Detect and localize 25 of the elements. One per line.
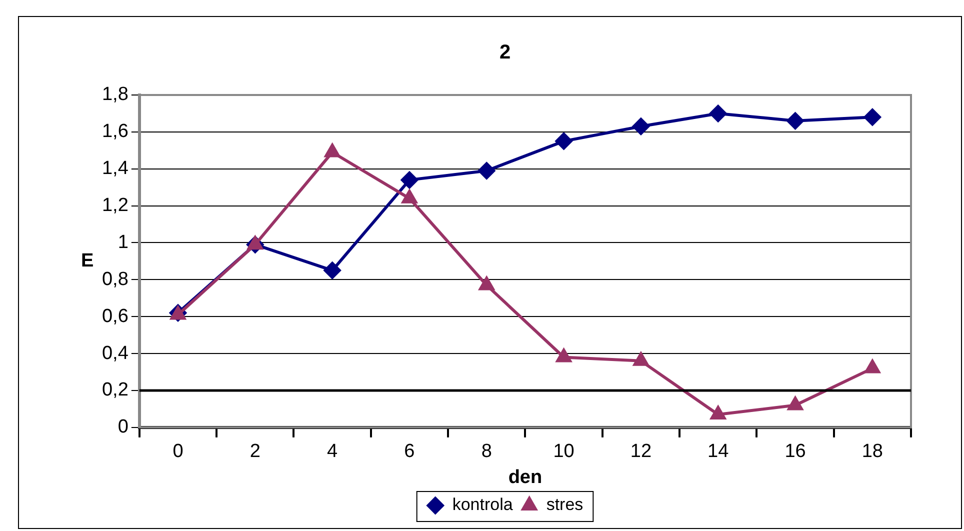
x-tick-label: 16 xyxy=(784,441,806,462)
y-tick-label: 0,4 xyxy=(102,342,129,364)
x-tick-label: 0 xyxy=(172,441,184,462)
y-tick-label: 1,8 xyxy=(102,84,128,106)
x-tick-label: 12 xyxy=(630,441,652,462)
legend-label: kontrola xyxy=(452,495,514,514)
y-axis-title: E xyxy=(81,250,94,272)
x-tick-label: 6 xyxy=(404,441,415,462)
x-tick-label: 14 xyxy=(708,441,730,462)
y-tick-label: 0,2 xyxy=(102,380,128,401)
x-tick-label: 8 xyxy=(481,441,492,462)
x-axis-title: den xyxy=(508,466,542,488)
y-tick-label: 0,8 xyxy=(102,268,128,290)
y-tick-label: 1,2 xyxy=(102,195,128,216)
x-tick-label: 18 xyxy=(862,441,883,462)
x-tick-label: 10 xyxy=(553,441,574,462)
chart-title: 2 xyxy=(499,42,511,64)
y-tick-label: 1,6 xyxy=(102,121,128,142)
y-tick-label: 0 xyxy=(118,416,128,438)
legend-label: stres xyxy=(546,495,584,514)
y-tick-label: 1 xyxy=(118,232,128,253)
y-tick-label: 1,4 xyxy=(102,158,129,180)
x-tick-label: 4 xyxy=(327,441,338,462)
y-tick-label: 0,6 xyxy=(102,306,128,327)
x-tick-label: 2 xyxy=(250,441,260,462)
